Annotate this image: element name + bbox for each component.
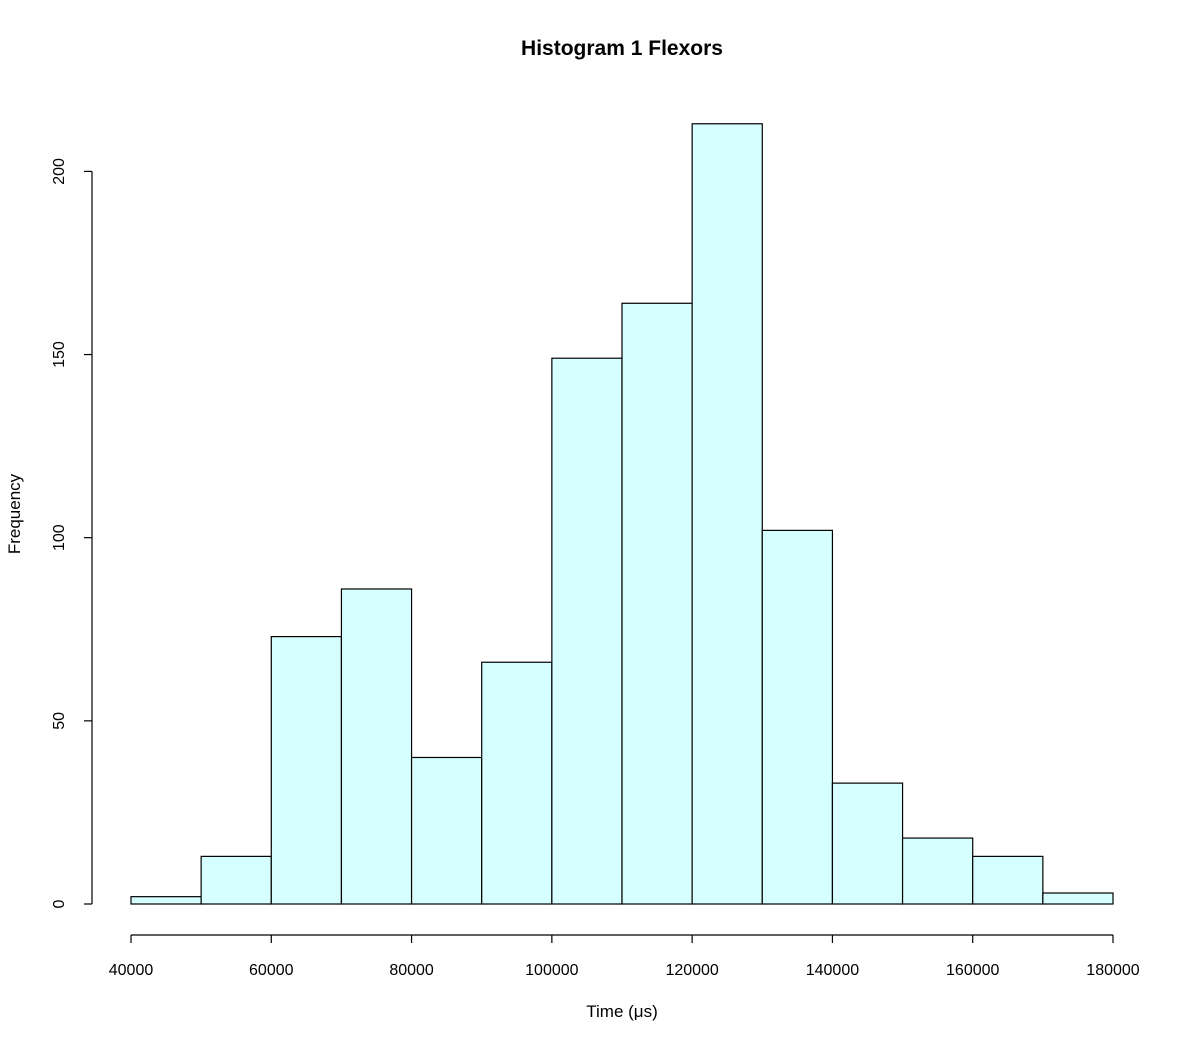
histogram-bar — [340, 588, 413, 905]
y-tick-label: 50 — [51, 712, 68, 730]
chart-title: Histogram 1 Flexors — [521, 37, 723, 60]
x-tick-label: 60000 — [249, 962, 294, 979]
histogram-bar — [270, 636, 343, 905]
y-axis: 0 50 100 150 200 — [51, 158, 93, 908]
histogram-bar — [761, 529, 834, 905]
histogram-bar — [691, 123, 763, 905]
y-tick-label: 150 — [51, 341, 68, 368]
x-tick-label: 180000 — [1086, 962, 1139, 979]
histogram-bar — [200, 855, 272, 905]
histogram-bar — [481, 661, 553, 905]
bars-group — [130, 123, 1114, 905]
x-axis-label: Time (μs) — [586, 1002, 658, 1021]
histogram-bar — [551, 357, 623, 905]
x-tick-label: 100000 — [525, 962, 578, 979]
y-axis-label: Frequency — [5, 473, 24, 554]
y-tick-label: 100 — [51, 524, 68, 551]
histogram-bar — [972, 855, 1044, 905]
x-tick-label: 160000 — [946, 962, 999, 979]
histogram-bar — [831, 782, 904, 905]
y-tick-label: 200 — [51, 158, 68, 185]
x-tick-label: 120000 — [665, 962, 718, 979]
y-tick-label: 0 — [51, 899, 68, 908]
x-tick-label: 40000 — [109, 962, 154, 979]
x-tick-label: 140000 — [806, 962, 859, 979]
x-axis: 40000 60000 80000 100000 120000 140000 160000 1… — [109, 934, 1140, 979]
histogram-bar — [901, 837, 974, 905]
histogram-bar — [1042, 892, 1114, 905]
histogram-bar — [130, 896, 202, 905]
histogram-bar — [621, 302, 693, 905]
histogram-bar — [410, 756, 483, 905]
x-tick-label: 80000 — [389, 962, 434, 979]
